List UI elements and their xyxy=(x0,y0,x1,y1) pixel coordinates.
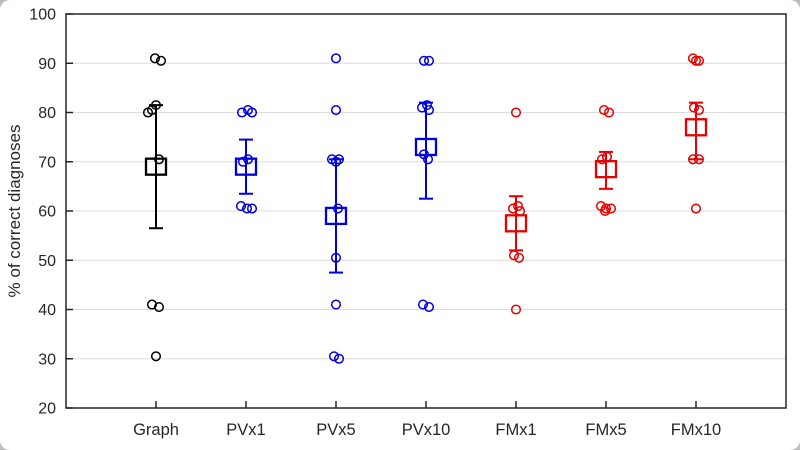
y-tick-label: 90 xyxy=(38,56,56,73)
axis-layer: 20 30 40 50 60 70 80 90 100 Graph PVx1 PVx5 PVx10 FMx… xyxy=(29,7,787,439)
data-point xyxy=(332,203,344,214)
data-point xyxy=(423,55,435,66)
data-point xyxy=(599,205,611,217)
mean-marker xyxy=(324,206,348,226)
y-tick-label: 70 xyxy=(38,154,56,171)
data-point xyxy=(693,154,705,165)
data-point xyxy=(507,203,519,214)
data-point xyxy=(510,107,522,118)
data-point xyxy=(333,154,345,165)
data-point xyxy=(416,102,428,113)
data-point xyxy=(150,351,162,362)
series-FMx10 xyxy=(684,53,708,214)
y-tick-label: 60 xyxy=(38,204,56,221)
data-point xyxy=(418,55,430,66)
data-point xyxy=(237,156,249,167)
data-point xyxy=(512,201,524,212)
data-point xyxy=(422,154,434,165)
data-point xyxy=(693,104,705,116)
data-point xyxy=(246,107,258,118)
data-point xyxy=(149,53,161,64)
data-point xyxy=(330,299,342,310)
data-point xyxy=(687,53,699,64)
data-point xyxy=(330,53,342,64)
data-point xyxy=(241,203,253,214)
series-FMx1 xyxy=(504,107,528,315)
data-point xyxy=(142,107,154,118)
data-point xyxy=(513,252,525,263)
series-layer xyxy=(142,53,708,364)
data-point xyxy=(693,55,705,66)
data-point xyxy=(417,299,429,310)
data-point xyxy=(153,301,165,313)
data-point xyxy=(596,154,608,165)
mean-marker xyxy=(144,157,168,176)
data-point xyxy=(690,55,702,66)
data-point xyxy=(330,156,342,167)
mean-marker xyxy=(504,214,528,233)
x-tick-label: PVx5 xyxy=(316,421,355,439)
data-point xyxy=(598,104,610,116)
data-point xyxy=(423,104,435,116)
y-tick-label: 20 xyxy=(38,401,56,418)
data-point xyxy=(605,203,617,214)
data-point xyxy=(246,203,258,214)
data-point xyxy=(510,304,522,315)
mean-marker xyxy=(684,118,708,137)
y-tick-label: 50 xyxy=(38,253,56,270)
data-point xyxy=(328,351,340,362)
x-tick-label: FMx5 xyxy=(585,421,626,439)
data-point xyxy=(603,107,615,118)
y-axis-label: % of correct diagnoses xyxy=(5,125,24,298)
x-tick-label: FMx10 xyxy=(671,421,721,439)
data-point xyxy=(153,154,165,165)
data-point xyxy=(423,301,435,313)
data-point xyxy=(235,201,247,212)
data-point xyxy=(421,100,433,111)
series-FMx5 xyxy=(594,104,618,217)
data-point xyxy=(688,102,700,113)
series-Graph xyxy=(142,53,168,362)
data-point xyxy=(601,151,613,162)
data-point xyxy=(155,55,167,66)
y-tick-label: 100 xyxy=(29,7,56,24)
data-point xyxy=(242,154,254,165)
y-tick-label: 40 xyxy=(38,302,56,319)
x-tick-label: PVx1 xyxy=(226,421,265,439)
data-point xyxy=(330,104,342,116)
series-PVx1 xyxy=(234,104,258,214)
y-tick-label: 80 xyxy=(38,105,56,122)
series-PVx10 xyxy=(414,55,438,313)
data-point xyxy=(690,203,702,214)
data-point xyxy=(146,299,158,310)
y-tick-label: 30 xyxy=(38,351,56,368)
x-tick-label: Graph xyxy=(133,421,179,439)
data-point xyxy=(333,353,345,364)
data-point xyxy=(687,154,699,165)
data-point xyxy=(514,205,526,217)
data-point xyxy=(236,107,248,118)
data-point xyxy=(330,252,342,263)
series-PVx5 xyxy=(324,53,348,364)
x-tick-label: PVx10 xyxy=(402,421,451,439)
x-tick-label: FMx1 xyxy=(495,421,536,439)
data-point xyxy=(508,250,520,261)
